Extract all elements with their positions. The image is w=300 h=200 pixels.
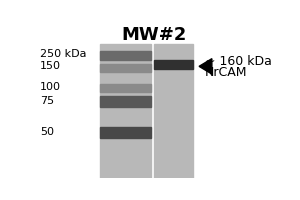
Text: 50: 50 (40, 127, 54, 137)
Bar (100, 44, 152, 178)
Text: 75: 75 (40, 96, 54, 106)
Text: 100: 100 (40, 82, 61, 92)
Bar (100, 64, 152, 72)
Text: 150: 150 (40, 61, 61, 71)
Text: NrCAM: NrCAM (205, 66, 247, 79)
Text: 250 kDa: 250 kDa (40, 49, 86, 59)
Bar (100, 84, 152, 92)
Bar (100, 51, 152, 60)
Bar (154, 44, 193, 178)
Polygon shape (199, 59, 212, 74)
Text: ~ 160 kDa: ~ 160 kDa (205, 55, 272, 68)
Bar (100, 127, 152, 138)
Bar (100, 96, 152, 107)
Bar (154, 60, 193, 69)
Text: MW#2: MW#2 (121, 26, 186, 44)
